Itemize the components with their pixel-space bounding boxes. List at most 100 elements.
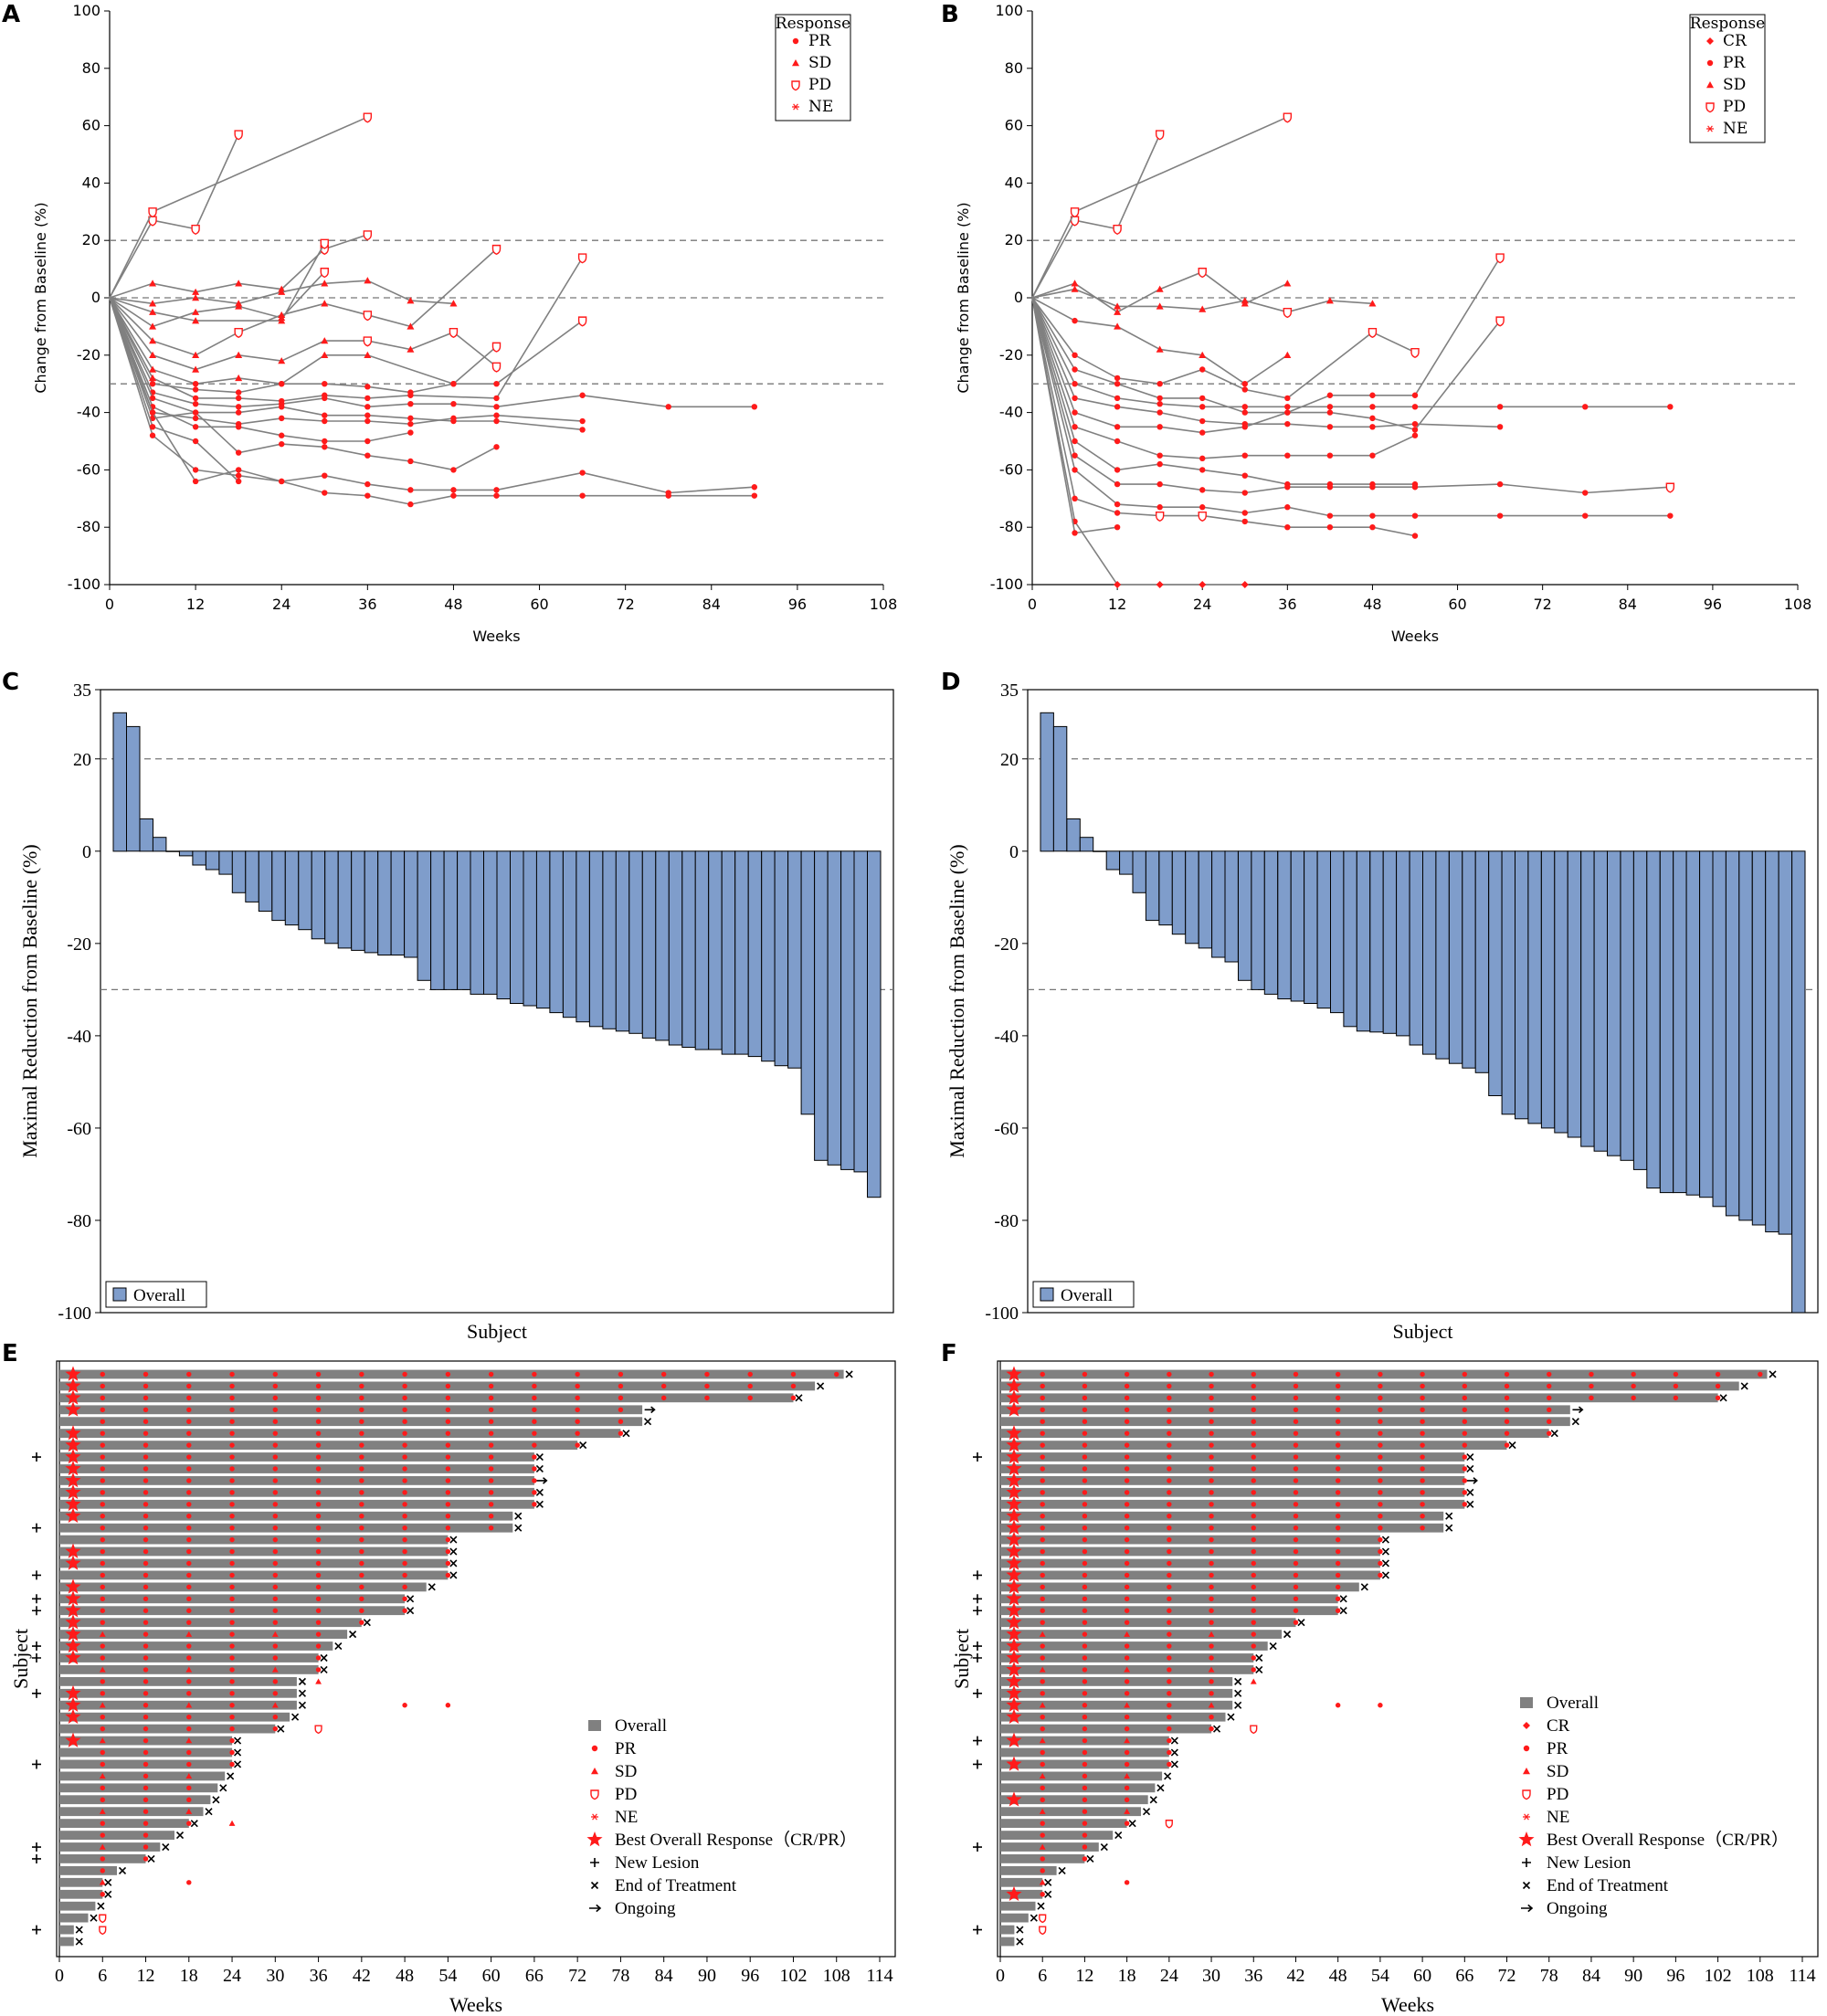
new-lesion-marker: [32, 1759, 41, 1769]
x-tick-label: 96: [788, 596, 807, 613]
assessment-point: [1251, 1596, 1256, 1602]
assessment-point: [445, 1478, 451, 1483]
data-point: [1072, 424, 1078, 430]
assessment-point: [315, 1466, 322, 1472]
data-point: [192, 317, 200, 324]
assessment-point: [1378, 1442, 1383, 1448]
assessment-point: [1082, 1560, 1088, 1567]
end-of-treatment-marker: [449, 1536, 458, 1544]
data-point: [491, 342, 502, 353]
bar: [1238, 850, 1252, 981]
duration-bar: [59, 1535, 449, 1545]
end-of-treatment-marker: [1339, 1595, 1347, 1603]
ongoing-marker: [644, 1406, 656, 1414]
end-of-treatment-marker: [363, 1619, 371, 1627]
assessment-point: [1082, 1407, 1088, 1413]
duration-bar: [59, 1523, 513, 1533]
data-point: [279, 478, 285, 485]
best-response-star: [65, 1578, 81, 1594]
assessment-point: [359, 1478, 364, 1483]
duration-bar: [59, 1417, 643, 1427]
assessment-point: [1420, 1419, 1425, 1424]
assessment-point: [1040, 1620, 1045, 1625]
x-tick-label: 96: [741, 1966, 759, 1986]
x-tick-label: 24: [223, 1966, 241, 1986]
assessment-point: [445, 1442, 451, 1448]
assessment-point: [143, 1691, 149, 1696]
data-point: [279, 381, 285, 387]
legend-marker: [591, 1768, 598, 1775]
assessment-point: [272, 1383, 279, 1389]
assessment-point: [1040, 1419, 1045, 1424]
assessment-point: [1039, 1631, 1046, 1637]
assessment-point: [1251, 1620, 1256, 1625]
x-axis-label: Subject: [467, 1320, 527, 1343]
data-point: [234, 327, 243, 339]
data-point: [1326, 484, 1334, 491]
assessment-point: [1378, 1454, 1383, 1460]
assessment-point: [1251, 1548, 1256, 1555]
data-point: [1156, 302, 1164, 310]
data-point: [1241, 518, 1248, 525]
ongoing-marker: [536, 1477, 548, 1484]
duration-bar: [1000, 1889, 1043, 1899]
data-point: [450, 400, 457, 407]
x-tick-label: 6: [98, 1966, 107, 1986]
assessment-point: [1040, 1383, 1045, 1389]
y-tick-label: 0: [91, 289, 100, 306]
x-tick-label: 0: [105, 596, 114, 613]
data-point: [1411, 420, 1419, 427]
series-line: [109, 234, 368, 299]
assessment-point: [1167, 1737, 1172, 1744]
bar: [126, 725, 141, 852]
assessment-point: [315, 1442, 322, 1448]
assessment-point: [445, 1419, 451, 1424]
assessment-point: [1420, 1430, 1425, 1436]
data-point: [665, 404, 671, 410]
data-point: [1667, 404, 1674, 410]
data-point: [1071, 280, 1079, 287]
data-point: [1156, 345, 1164, 353]
end-of-treatment-marker: [334, 1641, 343, 1651]
new-lesion-marker: [32, 1594, 41, 1604]
assessment-point: [186, 1407, 192, 1413]
bar: [1093, 850, 1107, 852]
bar: [588, 850, 604, 1028]
duration-bar: [59, 1937, 74, 1947]
assessment-point: [1250, 1725, 1258, 1735]
data-point: [491, 362, 502, 373]
assessment-point: [445, 1525, 451, 1531]
assessment-point: [1124, 1514, 1130, 1519]
data-point: [1411, 427, 1419, 433]
data-point: [235, 280, 243, 287]
assessment-point: [1040, 1785, 1045, 1791]
bar: [364, 850, 379, 954]
data-point: [1369, 404, 1376, 410]
end-of-treatment-marker: [1114, 1831, 1123, 1840]
data-point: [1241, 404, 1248, 410]
data-point: [192, 400, 199, 407]
assessment-point: [575, 1395, 580, 1401]
duration-bar: [1000, 1405, 1570, 1415]
end-of-treatment-marker: [428, 1583, 436, 1591]
assessment-point: [1335, 1560, 1341, 1567]
assessment-point: [402, 1703, 407, 1708]
legend-box: [775, 14, 851, 121]
best-response-star: [65, 1389, 81, 1405]
assessment-point: [402, 1478, 407, 1483]
data-point: [407, 501, 414, 508]
duration-bar: [59, 1511, 513, 1521]
y-tick-label: 20: [82, 231, 100, 248]
assessment-point: [1167, 1703, 1172, 1708]
data-point: [364, 404, 371, 410]
assessment-point: [1040, 1608, 1045, 1613]
data-point: [1283, 112, 1293, 123]
assessment-point: [229, 1572, 235, 1578]
assessment-point: [272, 1596, 279, 1602]
data-point: [1369, 524, 1376, 531]
assessment-point: [1167, 1691, 1172, 1696]
assessment-point: [315, 1643, 322, 1649]
y-tick-label: -20: [994, 934, 1019, 955]
bar: [377, 850, 392, 955]
assessment-point: [1462, 1466, 1468, 1472]
